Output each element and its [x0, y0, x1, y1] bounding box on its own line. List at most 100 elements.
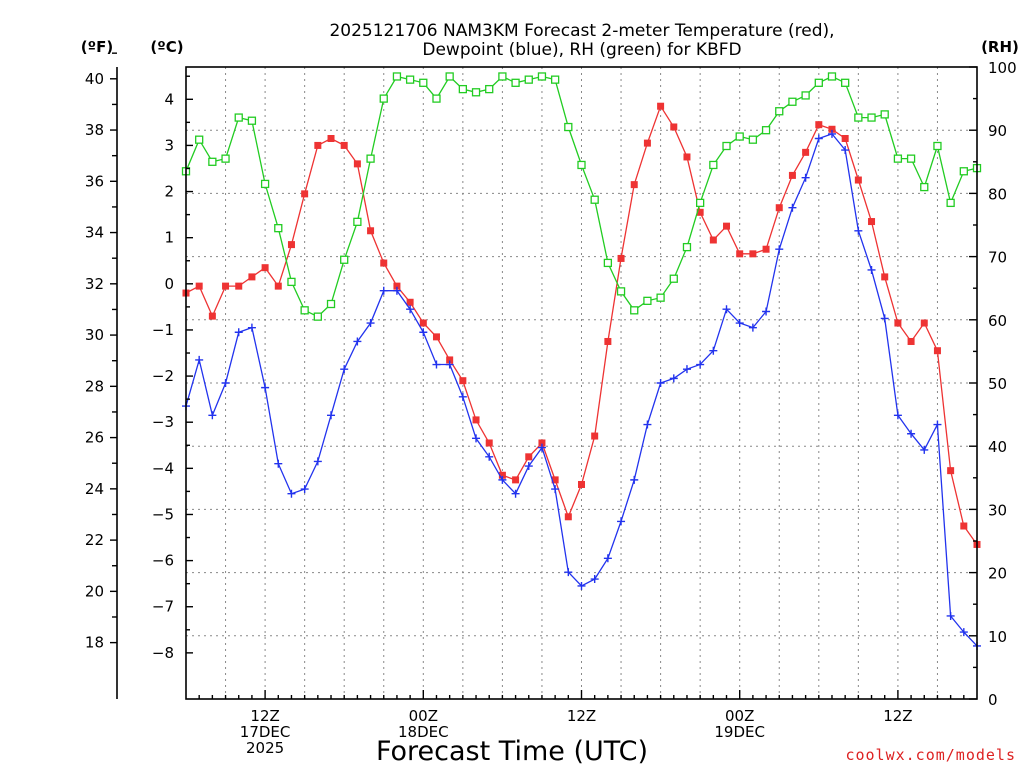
rh-point	[392, 72, 402, 81]
fahrenheit-tick-label: 28	[85, 377, 104, 395]
fahrenheit-tick-label: 40	[85, 70, 104, 88]
temperature-point	[432, 333, 440, 341]
celsius-tick-label: −8	[152, 644, 174, 662]
temperature-point	[287, 241, 295, 249]
fahrenheit-unit-label: (ºF)	[81, 38, 113, 56]
dewpoint-point	[485, 452, 494, 461]
dewpoint-point	[933, 420, 942, 429]
dewpoint-point	[827, 129, 836, 138]
dewpoint-point	[366, 319, 375, 328]
dewpoint-point	[630, 475, 639, 484]
temperature-point	[208, 312, 216, 320]
temperature-point	[709, 236, 717, 244]
rh-point	[590, 195, 599, 204]
temperature-point	[828, 125, 836, 133]
fahrenheit-tick-label: 38	[85, 121, 104, 139]
temperature-point	[960, 522, 968, 530]
rh-point	[366, 154, 375, 163]
chart-title-line-2: Dewpoint (blue), RH (green) for KBFD	[422, 40, 741, 60]
dewpoint-point	[907, 429, 916, 438]
rh-point	[471, 88, 481, 97]
dewpoint-point	[300, 485, 309, 494]
dewpoint-point	[959, 628, 968, 637]
x-tick-label: 00Z	[409, 707, 438, 725]
dewpoint-point	[274, 459, 283, 468]
x-tick-label: 18DEC	[398, 723, 449, 741]
rh-point	[419, 78, 428, 87]
dewpoint-point	[946, 611, 955, 620]
rh-unit-label: (RH)	[981, 38, 1019, 56]
temperature-point	[446, 356, 454, 364]
dewpoint-point	[788, 203, 797, 212]
rh-point	[801, 91, 810, 100]
dewpoint-point	[920, 445, 929, 454]
temperature-point	[657, 102, 665, 110]
rh-point	[709, 160, 718, 170]
rh-point	[405, 75, 415, 84]
fahrenheit-tick-label: 22	[85, 531, 104, 549]
temperature-point	[498, 471, 506, 479]
series-rh	[181, 72, 982, 321]
celsius-tick-label: −6	[152, 552, 174, 570]
temperature-point	[591, 432, 599, 440]
rh-point	[880, 110, 889, 119]
rh-point	[854, 113, 863, 122]
dewpoint-point	[590, 575, 599, 584]
dewpoint-point	[537, 443, 546, 452]
dewpoint-point	[247, 323, 256, 332]
dewpoint-point	[880, 314, 889, 323]
rh-point	[524, 75, 533, 84]
temperature-point	[274, 282, 282, 290]
celsius-tick-label: −4	[152, 459, 174, 477]
x-tick-label: 2025	[246, 739, 284, 757]
rh-point	[841, 78, 850, 87]
rh-point	[313, 312, 322, 321]
temperature-point	[393, 282, 401, 290]
temperature-point	[788, 171, 796, 179]
rh-point	[247, 116, 257, 125]
dewpoint-point	[682, 365, 691, 374]
rh-point	[577, 160, 586, 170]
temperature-point	[512, 476, 520, 484]
fahrenheit-tick-label: 18	[85, 634, 104, 652]
rh-point	[260, 179, 270, 189]
x-tick-label: 00Z	[725, 707, 754, 725]
temperature-point	[802, 148, 810, 156]
rh-tick-label: 80	[988, 185, 1007, 203]
celsius-tick-label: 4	[164, 90, 174, 108]
dewpoint-point	[775, 245, 784, 254]
rh-point	[379, 94, 388, 103]
x-tick-label: 19DEC	[714, 723, 765, 741]
rh-point	[221, 154, 230, 163]
dewpoint-point	[577, 581, 586, 590]
temperature-point	[933, 347, 941, 355]
rh-point	[511, 78, 520, 87]
temperature-point	[920, 319, 928, 327]
temperature-point	[485, 439, 493, 447]
temperature-point	[327, 135, 335, 143]
temperature-point	[578, 480, 585, 488]
dewpoint-point	[867, 265, 876, 274]
dewpoint-point	[762, 307, 771, 316]
rh-point	[340, 255, 349, 264]
dewpoint-point	[353, 337, 362, 346]
fahrenheit-tick-label: 20	[85, 582, 104, 600]
dewpoint-point	[379, 286, 388, 295]
source-credit: coolwx.com/models	[845, 746, 1016, 764]
chart-title-line-1: 2025121706 NAM3KM Forecast 2-meter Tempe…	[329, 21, 834, 41]
temperature-point	[894, 319, 902, 327]
x-tick-label: 12Z	[883, 707, 912, 725]
rh-tick-label: 60	[988, 312, 1007, 330]
celsius-tick-label: 0	[164, 275, 174, 293]
rh-point	[432, 94, 441, 103]
rh-point	[722, 141, 731, 151]
dewpoint-point	[392, 286, 401, 295]
temperature-point	[367, 227, 375, 235]
rh-point	[195, 135, 204, 144]
rh-point	[656, 293, 665, 302]
dewpoint-point	[208, 411, 217, 420]
x-axis-title: Forecast Time (UTC)	[376, 736, 648, 767]
rh-point	[761, 126, 771, 135]
temperature-point	[380, 259, 388, 267]
